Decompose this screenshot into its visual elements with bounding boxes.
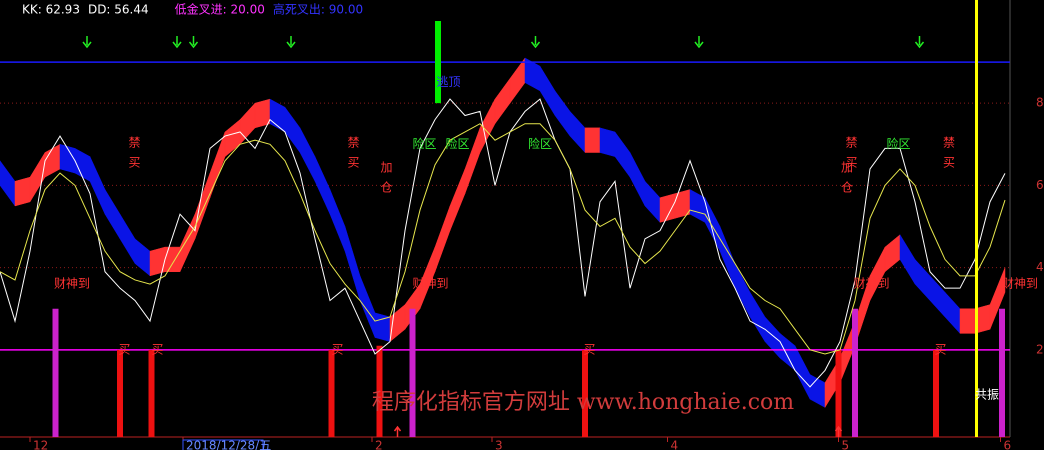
annotation: 财神到: [853, 277, 889, 291]
down-arrow: [82, 36, 92, 49]
indicator-line: [0, 98, 1006, 388]
y-tick-label: 20: [1036, 342, 1044, 356]
x-tick-label: 6: [1004, 439, 1012, 450]
annotation: 买: [934, 342, 946, 356]
arrow-head: [286, 41, 296, 49]
annotation: 险区: [886, 136, 910, 151]
y-tick-label: 80: [1036, 96, 1044, 110]
x-tick-label: 5: [842, 439, 850, 450]
annotation: 加仓: [379, 160, 393, 200]
signal-bar: [933, 349, 939, 437]
signal-bar: [835, 349, 842, 437]
arrow-head: [834, 425, 843, 432]
annotation: 财神到: [412, 277, 448, 291]
header-item: 低金叉进: 20.00: [175, 2, 265, 17]
annotation: 共振: [975, 388, 999, 402]
arrow-head: [393, 425, 402, 432]
ribbon-segment: [584, 127, 601, 153]
x-tick-label: 2018/12/28/五: [186, 439, 271, 450]
ribbon-segment: [989, 267, 1006, 330]
header-item: KK: 62.93: [22, 3, 80, 17]
annotation: 禁买: [942, 136, 956, 176]
arrow-head: [914, 41, 925, 49]
arrow-head: [82, 41, 92, 49]
ribbon-segment: [659, 193, 676, 223]
signal-bar: [852, 308, 858, 437]
up-arrow: [834, 425, 843, 437]
x-tick-label: 3: [495, 439, 503, 450]
arrow-head: [530, 41, 541, 49]
y-tick-label: 40: [1036, 260, 1044, 274]
annotation: 险区: [412, 136, 436, 151]
down-arrow: [914, 36, 925, 49]
arrow-head: [694, 41, 704, 49]
down-arrow: [530, 36, 541, 49]
ribbon-segment: [14, 176, 31, 207]
annotation: 禁买: [844, 136, 858, 176]
ribbon-segment: [599, 127, 616, 157]
signal-bar: [999, 308, 1005, 437]
header-item: DD: 56.44: [88, 3, 149, 17]
ribbon-segment: [149, 246, 166, 277]
signal-bar: [328, 349, 335, 437]
annotation: 买: [583, 342, 595, 356]
down-arrow: [172, 36, 182, 49]
annotation: 财神到: [1002, 277, 1038, 291]
up-arrow: [393, 425, 402, 437]
signal-bar: [409, 308, 416, 437]
header-item: 高死叉出: 90.00: [273, 2, 363, 17]
signal-bar: [148, 349, 155, 437]
annotation: 险区: [528, 136, 552, 151]
annotation: 财神到: [54, 277, 90, 291]
indicator-line: [0, 123, 1006, 355]
arrow-head: [172, 41, 182, 49]
ribbon-segment: [959, 308, 976, 334]
annotation: 禁买: [127, 136, 141, 176]
ribbon-segment: [164, 246, 181, 272]
arrow-head: [188, 41, 199, 49]
annotation: 买: [151, 342, 163, 356]
watermark: 程序化指标官方网址 www.honghaie.com: [372, 390, 794, 415]
signal-bar: [376, 345, 383, 437]
signal-bar: [117, 349, 123, 437]
annotation: 禁买: [346, 136, 360, 176]
x-tick-label: 12: [33, 439, 48, 450]
x-tick-label: 2: [375, 439, 383, 450]
x-label-box: [182, 439, 264, 450]
down-arrow: [694, 36, 704, 49]
annotation: 买: [331, 342, 343, 356]
x-tick-label: 4: [671, 439, 679, 450]
signal-bar: [582, 349, 588, 437]
signal-bar: [52, 308, 59, 437]
annotation: 险区: [445, 136, 469, 151]
annotation: 买: [118, 342, 130, 356]
annotation: 加仓: [840, 160, 854, 200]
down-arrow: [188, 36, 199, 49]
annotation: 逃顶: [436, 75, 460, 89]
down-arrow: [286, 36, 296, 49]
y-tick-label: 60: [1036, 178, 1044, 192]
